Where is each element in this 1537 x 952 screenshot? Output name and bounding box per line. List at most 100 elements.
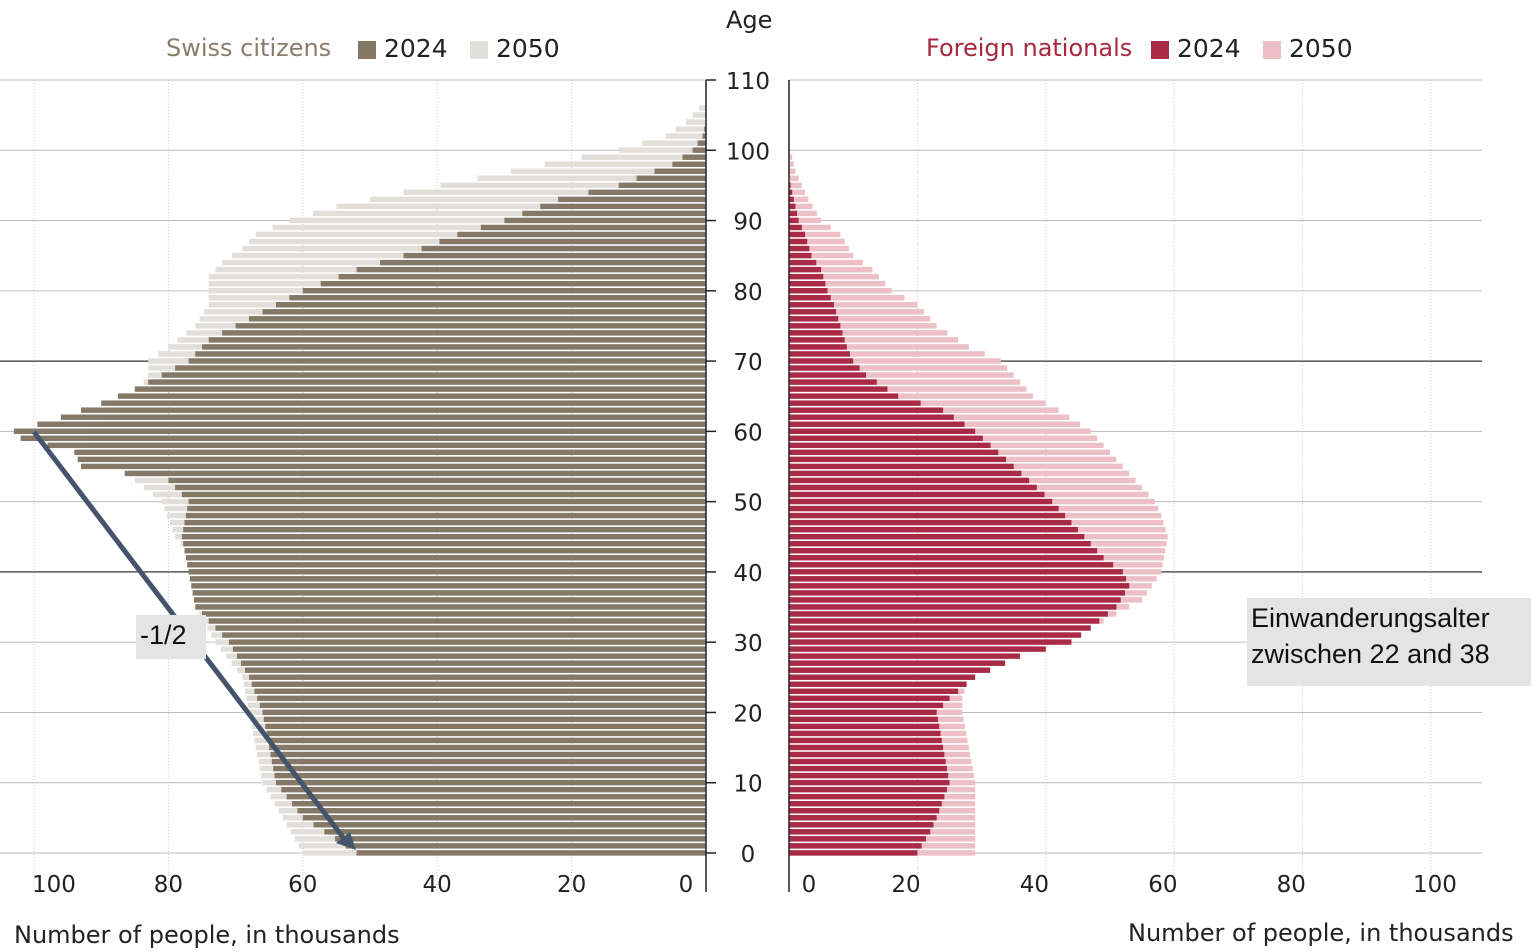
foreign-bar-2050: [789, 358, 1001, 364]
foreign-bar-2024: [789, 196, 794, 203]
swiss-bar-2024: [338, 273, 706, 280]
foreign-bar-2024: [789, 245, 810, 252]
swiss-bar-2024: [292, 800, 706, 807]
swiss-bar-2024: [74, 449, 706, 456]
swiss-bar-2050: [642, 140, 706, 146]
foreign-bar-2024: [789, 252, 812, 259]
foreign-bar-2024: [789, 498, 1053, 505]
swiss-bar-2024: [702, 133, 706, 139]
foreign-bar-2050: [789, 316, 931, 322]
swiss-bar-2050: [692, 112, 706, 118]
foreign-bar-2050: [789, 196, 809, 203]
foreign-bar-2024: [789, 505, 1059, 512]
swiss-bar-2050: [685, 119, 706, 125]
swiss-bar-2050: [618, 147, 706, 153]
swiss-bar-2024: [208, 618, 706, 624]
swiss-bar-2050: [312, 210, 706, 217]
swiss-bar-2024: [188, 569, 706, 575]
foreign-bar-2050: [789, 161, 794, 167]
foreign-bar-2024: [789, 266, 822, 273]
swiss-bar-2024: [81, 407, 707, 413]
foreign-bar-2024: [789, 786, 947, 793]
swiss-bar-2024: [37, 421, 707, 427]
foreign-bar-2024: [789, 751, 945, 758]
foreign-bar-2024: [789, 288, 828, 294]
foreign-bar-2050: [789, 245, 849, 252]
swiss-bar-2024: [274, 772, 706, 779]
foreign-bar-2024: [789, 337, 845, 343]
swiss-bar-2050: [440, 182, 706, 189]
swiss-bar-2024: [193, 597, 706, 603]
swiss-bar-2050: [511, 168, 706, 174]
foreign-bar-2024: [789, 512, 1066, 519]
foreign-bar-2050: [789, 386, 1027, 392]
half-annotation: -1/2: [136, 615, 206, 659]
foreign-bar-2024: [789, 231, 806, 238]
age-tick-label: 30: [733, 631, 762, 657]
foreign-bar-2024: [789, 435, 983, 442]
swiss-bar-2024: [271, 758, 706, 765]
foreign-bar-2024: [789, 414, 954, 420]
foreign-bar-2050: [789, 323, 937, 329]
swiss-bar-2024: [275, 302, 706, 308]
swiss-bar-2024: [421, 245, 706, 252]
age-tick-label: 70: [733, 350, 762, 376]
swiss-bar-2024: [289, 295, 706, 301]
age-tick-label: 20: [733, 701, 762, 727]
swiss-bar-2024: [267, 737, 706, 744]
foreign-bar-2024: [789, 379, 877, 385]
swiss-bar-2024: [228, 639, 706, 645]
foreign-bar-2024: [789, 836, 926, 842]
swiss-bar-2024: [302, 815, 706, 821]
foreign-bar-2024: [789, 758, 946, 765]
swiss-bar-2024: [270, 751, 706, 758]
foreign-bar-2024: [789, 295, 831, 301]
foreign-bar-2024: [789, 386, 888, 392]
foreign-bar-2024: [789, 688, 959, 694]
foreign-bar-2024: [789, 224, 802, 231]
swiss-bar-2050: [581, 154, 706, 160]
swiss-bar-2024: [187, 562, 706, 568]
swiss-bar-2024: [618, 182, 706, 189]
foreign-bar-2050: [789, 337, 959, 343]
swiss-bar-2024: [192, 590, 707, 596]
foreign-bar-2050: [789, 302, 918, 308]
swiss-bar-2024: [235, 323, 706, 329]
foreign-2050-swatch: [1263, 41, 1281, 59]
swiss-bar-2024: [188, 358, 706, 364]
foreign-bar-2024: [789, 463, 1014, 470]
swiss-bar-2024: [672, 161, 706, 167]
foreign-bar-2024: [789, 372, 867, 378]
swiss-x-tick-label: 0: [679, 872, 694, 898]
swiss-2024-legend-label: 2024: [384, 34, 448, 63]
swiss-bar-2024: [558, 196, 706, 203]
swiss-bar-2050: [477, 175, 706, 181]
foreign-bar-2024: [789, 344, 847, 350]
foreign-bar-2024: [789, 569, 1123, 575]
foreign-2024-swatch: [1151, 41, 1169, 59]
swiss-bar-2024: [356, 266, 706, 273]
foreign-bar-2024: [789, 477, 1030, 484]
swiss-bar-2024: [161, 372, 706, 378]
foreign-bar-2024: [789, 421, 965, 427]
swiss-bar-2024: [522, 210, 706, 217]
age-tick-label: 0: [741, 842, 756, 868]
foreign-bar-2050: [789, 224, 831, 231]
swiss-bar-2024: [202, 344, 706, 350]
swiss-bar-2024: [118, 393, 706, 399]
foreign-bar-2024: [789, 829, 931, 835]
foreign-bar-2050: [789, 238, 845, 245]
age-axis-title: Age: [726, 6, 773, 34]
swiss-panel-title: Swiss citizens: [166, 34, 332, 62]
foreign-bar-2024: [789, 316, 839, 322]
age-tick-label: 90: [733, 210, 762, 236]
swiss-bar-2024: [540, 203, 706, 210]
foreign-bar-2024: [789, 400, 921, 406]
swiss-bar-2024: [480, 224, 706, 231]
foreign-bar-2024: [789, 632, 1082, 638]
foreign-bar-2024: [789, 695, 950, 702]
swiss-bar-2024: [636, 175, 706, 181]
foreign-bar-2024: [789, 555, 1104, 561]
swiss-bar-2024: [181, 491, 707, 498]
